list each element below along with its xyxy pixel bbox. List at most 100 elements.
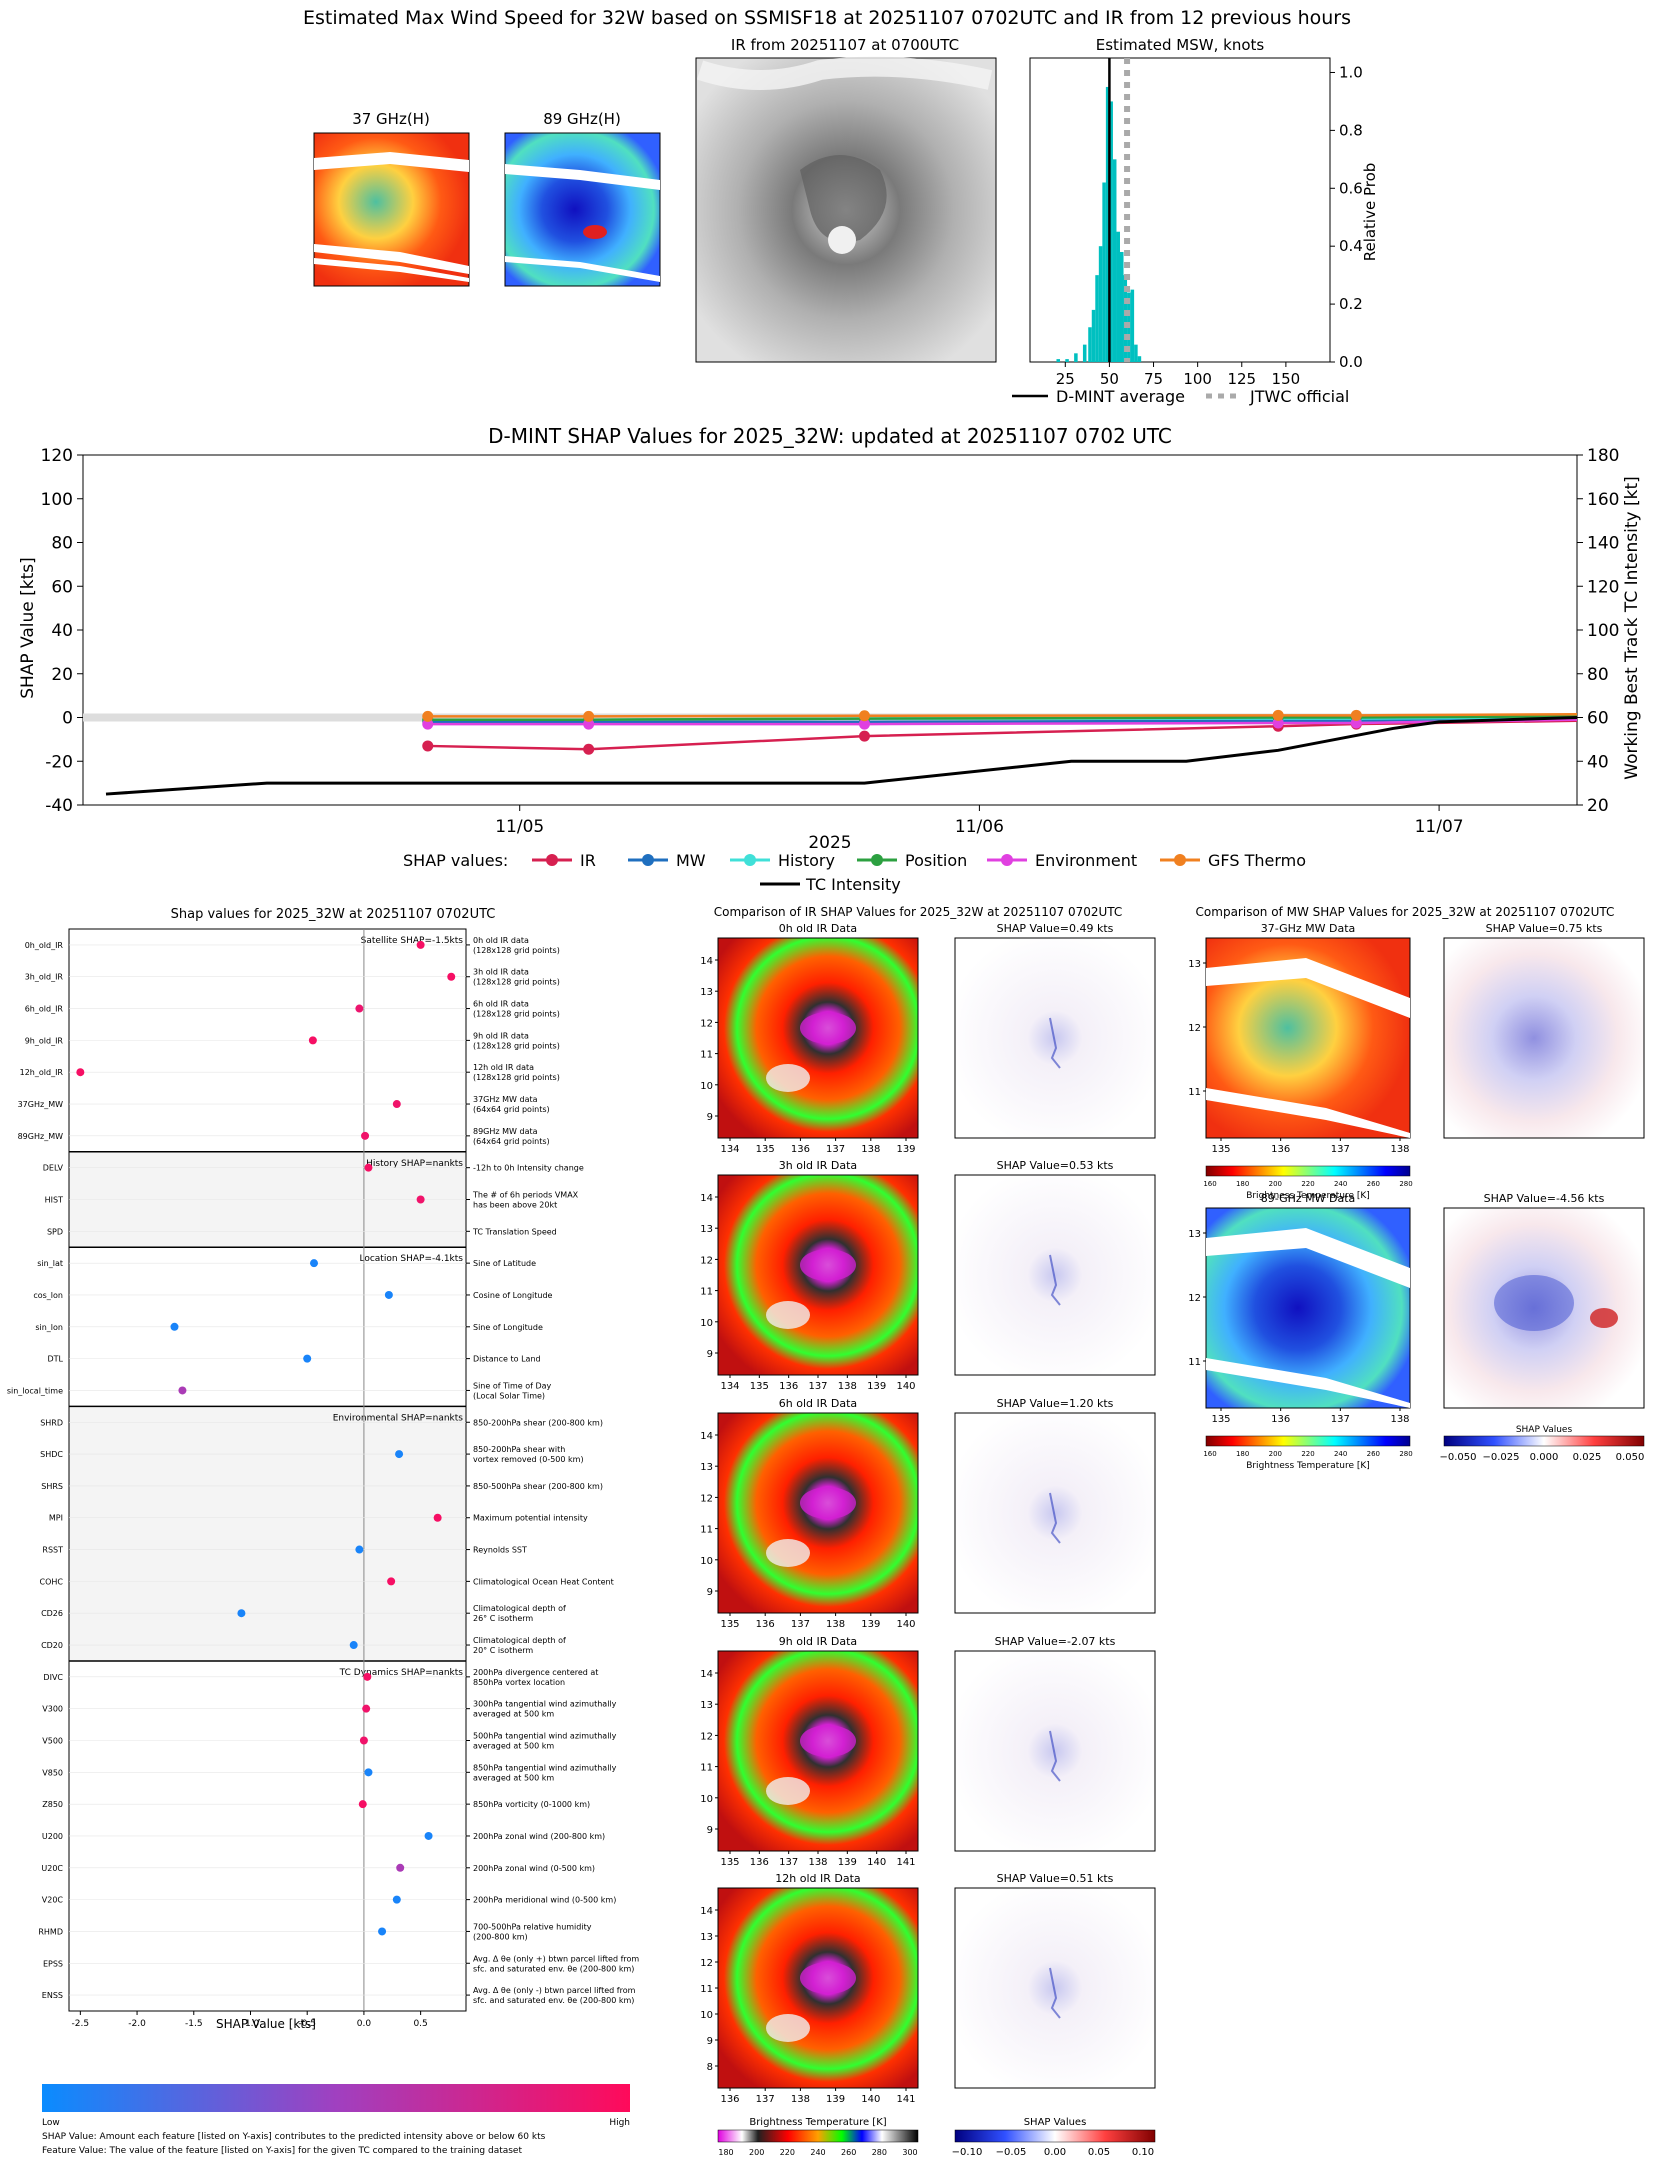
feature-name: 3h_old_IR xyxy=(25,973,64,982)
feature-desc: 20° C isotherm xyxy=(473,1646,533,1655)
ir-panel-core xyxy=(800,1012,856,1044)
feature-xtick-label: 0.5 xyxy=(413,2019,427,2029)
feature-desc: (128x128 grid points) xyxy=(473,1041,560,1050)
ir-shap-feature xyxy=(1049,1492,1061,1544)
feature-name: 6h_old_IR xyxy=(25,1005,64,1014)
ir-xtick-label: 139 xyxy=(861,1619,880,1630)
ir-panel-cloud xyxy=(766,1777,810,1805)
ir-xtick-label: 139 xyxy=(867,1381,886,1392)
feature-shap-point xyxy=(355,1545,364,1554)
ir-panel-cloud xyxy=(766,1064,810,1092)
msw-ytick-label: 0.0 xyxy=(1339,353,1363,371)
ir-panel-core xyxy=(800,1487,856,1519)
feature-desc: Avg. Δ θe (only -) btwn parcel lifted fr… xyxy=(473,1986,636,1995)
ir-bt-tick: 180 xyxy=(718,2148,733,2157)
mw-bt-tick: 280 xyxy=(1399,1450,1412,1458)
ir-ytick-label: 9 xyxy=(707,1825,713,1836)
ir-shap-label: SHAP Value=0.53 kts xyxy=(997,1159,1114,1172)
timeline-ytick-label: -20 xyxy=(45,752,73,772)
legend-jtwc: JTWC official xyxy=(1249,387,1349,406)
feature-group-label: History SHAP=nankts xyxy=(366,1159,463,1169)
feature-shap-point xyxy=(308,1036,317,1045)
timeline-ylabel-right: Working Best Track TC Intensity [kt] xyxy=(1622,476,1642,780)
feature-desc: 200hPa zonal wind (200-800 km) xyxy=(473,1832,605,1841)
mw-shap-cbar-label: SHAP Values xyxy=(1516,1425,1573,1435)
mw-bt-tick: 280 xyxy=(1399,1180,1412,1188)
feature-name: U20C xyxy=(41,1864,63,1873)
ir-ytick-label: 13 xyxy=(700,987,713,998)
ir-ytick-label: 12 xyxy=(700,1018,713,1029)
ir-xtick-label: 134 xyxy=(720,1381,739,1392)
ir-ytick-label: 9 xyxy=(707,2036,713,2047)
ir-ytick-label: 12 xyxy=(700,1731,713,1742)
timeline-title: D-MINT SHAP Values for 2025_32W: updated… xyxy=(488,424,1172,448)
mw-xtick-label: 135 xyxy=(1211,1414,1230,1425)
feature-desc: Maximum potential intensity xyxy=(473,1514,588,1523)
feature-name: 89GHz_MW xyxy=(18,1132,63,1141)
msw-ytick-label: 0.6 xyxy=(1339,179,1363,197)
ir-panel-label: 3h old IR Data xyxy=(779,1159,857,1172)
ir-ytick-label: 12 xyxy=(700,1958,713,1969)
ir-xtick-label: 141 xyxy=(896,1857,915,1868)
timeline-ytick-label: 120 xyxy=(41,446,73,466)
feature-shap-point xyxy=(170,1322,179,1331)
series-line-environment xyxy=(427,718,1578,726)
feature-desc: 6h old IR data xyxy=(473,1000,529,1009)
msw-ytick-label: 0.8 xyxy=(1339,121,1363,139)
feature-desc: 850hPa vorticity (0-1000 km) xyxy=(473,1800,590,1809)
ir-xtick-label: 137 xyxy=(791,1619,810,1630)
feature-desc: 12h old IR data xyxy=(473,1063,534,1072)
feature-desc: has been above 20kt xyxy=(473,1201,557,1210)
msw-bar xyxy=(1134,344,1138,362)
ir-ytick-label: 11 xyxy=(700,1050,713,1061)
msw-bar xyxy=(1130,289,1135,362)
mw-xtick-label: 137 xyxy=(1331,1414,1350,1425)
msw-bar xyxy=(1091,309,1096,362)
mw-shap-tick: −0.025 xyxy=(1482,1452,1519,1463)
timeline-ytick-label: -40 xyxy=(45,796,73,816)
ir-ytick-label: 14 xyxy=(700,1431,713,1442)
msw-bar xyxy=(1082,344,1087,362)
ir-xtick-label: 140 xyxy=(896,1619,915,1630)
ir-xtick-label: 138 xyxy=(838,1381,857,1392)
ir-ytick-label: 12 xyxy=(700,1493,713,1504)
timeline-ytick-label: 40 xyxy=(51,621,73,641)
feature-desc: 0h old IR data xyxy=(473,936,529,945)
ir-colorbar-ticks: 180 200 220 240 260 280 300 −0.10 −0.05 0.00 0.05 0… xyxy=(718,2147,1154,2158)
ir-shap-label: SHAP Value=0.49 kts xyxy=(997,922,1114,935)
feature-xtick-label: -0.5 xyxy=(298,2019,316,2029)
feature-desc: Avg. Δ θe (only +) btwn parcel lifted fr… xyxy=(473,1954,639,1963)
feature-desc: -12h to 0h Intensity change xyxy=(473,1164,584,1173)
ir-panel-label: 12h old IR Data xyxy=(775,1872,860,1885)
mw-shap-tick: 0.000 xyxy=(1530,1452,1559,1463)
mw-swath-gap xyxy=(1206,1358,1410,1408)
ir-bt-tick: 220 xyxy=(780,2148,795,2157)
ir-ytick-label: 10 xyxy=(700,2010,713,2021)
series-point xyxy=(422,718,434,730)
ir-ytick-label: 14 xyxy=(700,1669,713,1680)
legend-marker xyxy=(1001,854,1013,866)
feature-desc: 850-200hPa shear with xyxy=(473,1445,565,1454)
feature-desc: Climatological depth of xyxy=(473,1604,566,1613)
timeline-ytick-label: 20 xyxy=(51,665,73,685)
series-line-mw xyxy=(427,715,1578,724)
ir-xtick-label: 137 xyxy=(826,1144,845,1155)
ir-xtick-label: 135 xyxy=(750,1381,769,1392)
ir-xtick-label: 140 xyxy=(896,1381,915,1392)
msw-bar xyxy=(1095,275,1099,362)
msw-bar xyxy=(1116,231,1120,362)
feature-desc: 850-500hPa shear (200-800 km) xyxy=(473,1482,603,1491)
timeline-y2tick-label: 100 xyxy=(1587,621,1619,641)
ir-xtick-label: 137 xyxy=(779,1857,798,1868)
feature-desc: Distance to Land xyxy=(473,1355,541,1364)
ir-ytick-label: 10 xyxy=(700,1556,713,1567)
legend-marker xyxy=(1174,854,1186,866)
mw-shap-image xyxy=(1443,937,1645,1139)
ir-xtick-label: 137 xyxy=(756,2094,775,2105)
ir-xtick-label: 136 xyxy=(791,1144,810,1155)
msw-xtick-label: 150 xyxy=(1272,370,1301,388)
feature-name: DELV xyxy=(43,1164,64,1173)
mw-bt-tick: 180 xyxy=(1236,1180,1249,1188)
feature-desc: Sine of Longitude xyxy=(473,1323,543,1332)
mw-ytick-label: 13 xyxy=(1188,1229,1201,1240)
